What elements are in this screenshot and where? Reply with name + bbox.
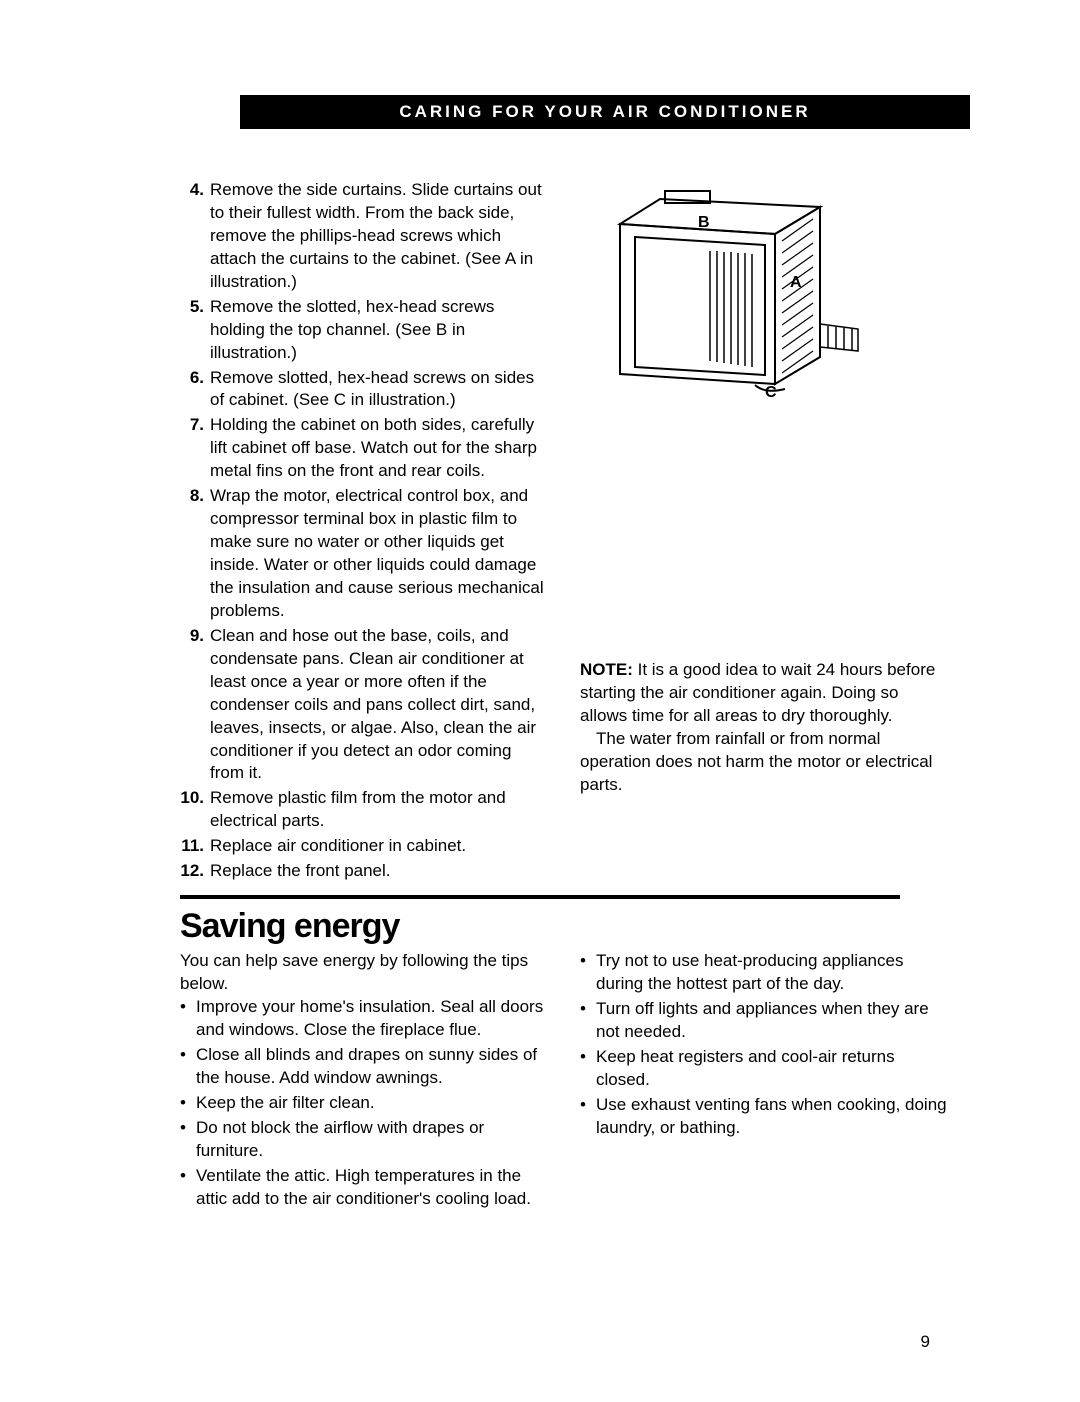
bullet-item: • Ventilate the attic. High temperatures… [180, 1165, 550, 1211]
label-b: B [698, 214, 710, 231]
note-paragraph-2: The water from rainfall or from normal o… [580, 728, 950, 797]
bullet-icon: • [180, 1117, 196, 1163]
bullet-icon: • [580, 950, 596, 996]
bullet-text: Do not block the airflow with drapes or … [196, 1117, 550, 1163]
step-7: 7. Holding the cabinet on both sides, ca… [180, 414, 550, 483]
step-9: 9. Clean and hose out the base, coils, a… [180, 625, 550, 786]
step-number: 12. [180, 860, 210, 883]
step-10: 10. Remove plastic film from the motor a… [180, 787, 550, 833]
bullet-icon: • [180, 1165, 196, 1211]
bullet-icon: • [580, 1094, 596, 1140]
section-divider [180, 895, 900, 899]
bullet-item: • Keep heat registers and cool-air retur… [580, 1046, 950, 1092]
bullet-text: Keep heat registers and cool-air returns… [596, 1046, 950, 1092]
step-text: Remove slotted, hex-head screws on sides… [210, 367, 550, 413]
step-text: Remove the slotted, hex-head screws hold… [210, 296, 550, 365]
step-text: Wrap the motor, electrical control box, … [210, 485, 550, 623]
illustration-column: B A C NOTE: It is a good idea to wait 24… [580, 179, 970, 885]
bullet-item: • Do not block the airflow with drapes o… [180, 1117, 550, 1163]
bullet-text: Try not to use heat-producing appliances… [596, 950, 950, 996]
step-number: 8. [180, 485, 210, 623]
step-text: Replace air conditioner in cabinet. [210, 835, 550, 858]
bullet-text: Use exhaust venting fans when cooking, d… [596, 1094, 950, 1140]
step-11: 11. Replace air conditioner in cabinet. [180, 835, 550, 858]
energy-tips-row: You can help save energy by following th… [110, 950, 970, 1212]
step-12: 12. Replace the front panel. [180, 860, 550, 883]
main-content: 4. Remove the side curtains. Slide curta… [110, 179, 970, 885]
step-4: 4. Remove the side curtains. Slide curta… [180, 179, 550, 294]
step-number: 6. [180, 367, 210, 413]
ac-illustration: B A C [590, 179, 950, 404]
energy-intro: You can help save energy by following th… [180, 950, 550, 996]
note-paragraph-1: NOTE: It is a good idea to wait 24 hours… [580, 659, 950, 728]
bullet-text: Close all blinds and drapes on sunny sid… [196, 1044, 550, 1090]
step-number: 4. [180, 179, 210, 294]
bullet-item: • Keep the air filter clean. [180, 1092, 550, 1115]
bullet-icon: • [580, 1046, 596, 1092]
step-text: Clean and hose out the base, coils, and … [210, 625, 550, 786]
step-5: 5. Remove the slotted, hex-head screws h… [180, 296, 550, 365]
bullet-icon: • [180, 996, 196, 1042]
page-number: 9 [110, 1332, 970, 1352]
bullet-item: • Turn off lights and appliances when th… [580, 998, 950, 1044]
bullet-icon: • [180, 1092, 196, 1115]
step-8: 8. Wrap the motor, electrical control bo… [180, 485, 550, 623]
bullet-text: Keep the air filter clean. [196, 1092, 550, 1115]
saving-energy-title: Saving energy [180, 907, 970, 946]
energy-right-column: • Try not to use heat-producing applianc… [580, 950, 970, 1212]
bullet-item: • Improve your home's insulation. Seal a… [180, 996, 550, 1042]
label-a: A [790, 274, 802, 291]
step-number: 7. [180, 414, 210, 483]
bullet-item: • Try not to use heat-producing applianc… [580, 950, 950, 996]
steps-column: 4. Remove the side curtains. Slide curta… [110, 179, 550, 885]
step-text: Replace the front panel. [210, 860, 550, 883]
note-block: NOTE: It is a good idea to wait 24 hours… [580, 659, 950, 797]
step-number: 5. [180, 296, 210, 365]
step-text: Remove plastic film from the motor and e… [210, 787, 550, 833]
energy-left-column: You can help save energy by following th… [110, 950, 550, 1212]
step-number: 11. [180, 835, 210, 858]
bullet-item: • Use exhaust venting fans when cooking,… [580, 1094, 950, 1140]
bullet-icon: • [180, 1044, 196, 1090]
bullet-item: • Close all blinds and drapes on sunny s… [180, 1044, 550, 1090]
bullet-icon: • [580, 998, 596, 1044]
bullet-text: Ventilate the attic. High temperatures i… [196, 1165, 550, 1211]
note-text-1: It is a good idea to wait 24 hours befor… [580, 660, 935, 725]
step-6: 6. Remove slotted, hex-head screws on si… [180, 367, 550, 413]
step-number: 10. [180, 787, 210, 833]
bullet-text: Improve your home's insulation. Seal all… [196, 996, 550, 1042]
step-number: 9. [180, 625, 210, 786]
step-text: Holding the cabinet on both sides, caref… [210, 414, 550, 483]
bullet-text: Turn off lights and appliances when they… [596, 998, 950, 1044]
note-label: NOTE: [580, 660, 633, 679]
ac-diagram-icon: B A C [590, 179, 890, 399]
step-text: Remove the side curtains. Slide curtains… [210, 179, 550, 294]
section-header: CARING FOR YOUR AIR CONDITIONER [240, 95, 970, 129]
label-c: C [765, 384, 777, 399]
